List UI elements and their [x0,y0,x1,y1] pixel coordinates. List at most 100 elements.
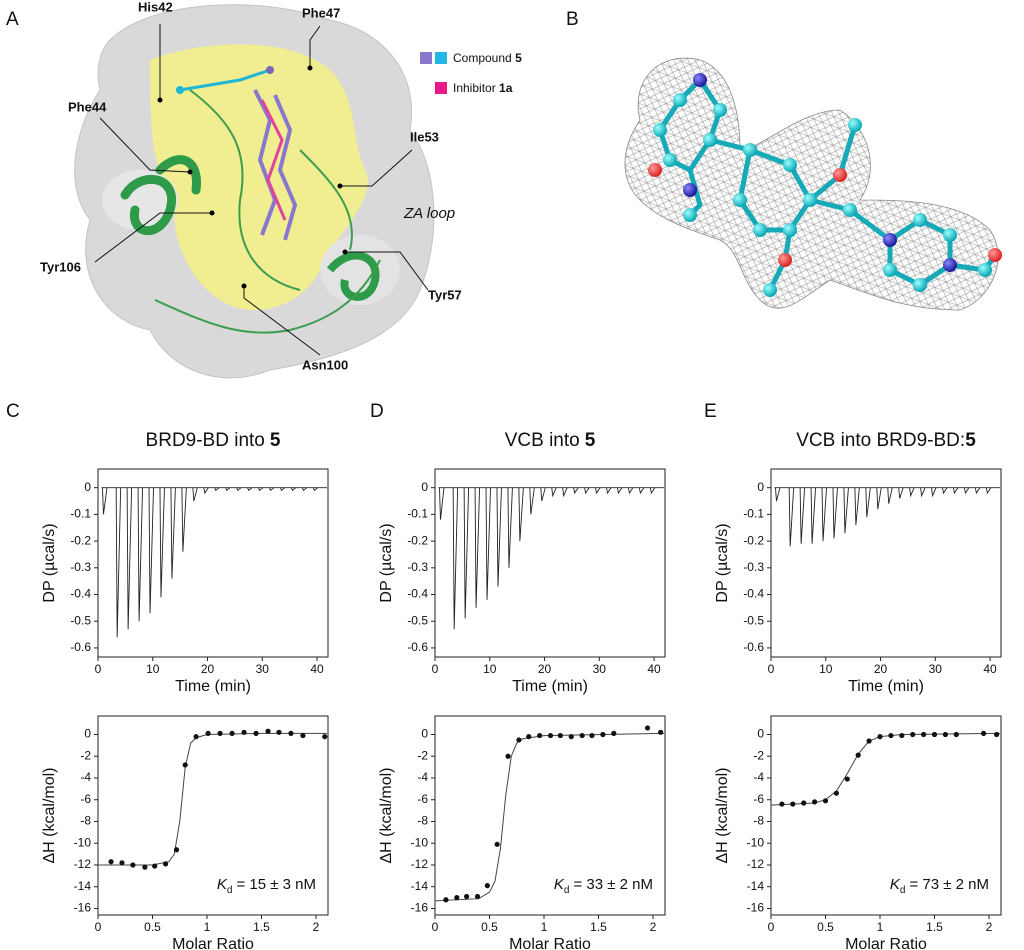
x-tick-label: 0.5 [144,920,161,934]
injection-peak [942,487,948,495]
y-tick-label: -0.5 [70,613,91,627]
legend-label: Inhibitor 1a [453,81,513,95]
y-tick-label: -6 [80,792,91,806]
title-bold: 5 [965,430,976,451]
injection-peak [562,487,568,498]
injection-peak [649,487,656,495]
plot-frame [770,468,1002,658]
injection-peak [931,487,937,498]
x-tick-label: 10 [146,662,160,676]
data-point [193,734,199,740]
data-point [253,730,259,736]
y-tick-label: -0.3 [743,560,764,574]
x-tick-label: 40 [983,662,997,676]
injection-peak [115,487,122,638]
injection-peak [584,487,590,495]
annotation: Kd = 33 ± 2 nM [554,876,653,896]
panel-label: E [704,401,717,422]
y-tick-label: -0.6 [70,640,91,654]
injection-peak [843,487,849,534]
data-point [980,730,987,736]
y-tick-label: -4 [753,770,764,784]
x-tick-label: 2 [650,920,657,934]
data-point [443,897,449,903]
x-tick-label: 20 [201,662,215,676]
data-point [505,753,511,759]
y-tick-label: 0 [421,480,428,494]
legend-swatch [420,52,432,64]
chart-title: VCB into BRD9-BD:5 [796,430,976,451]
y-tick-label: -16 [411,901,429,915]
chart-title: BRD9-BD into 5 [146,430,281,451]
injection-peak [854,487,860,526]
thermogram: 0 10 20 30 40 0 -0.1 -0.2 -0.3 -0.4 -0.5 -0.6 Time (… [41,430,329,695]
injection-peak [247,487,253,492]
panel-label: D [370,401,384,422]
plot-frame [434,715,666,916]
x-axis-label: Molar Ratio [845,936,927,950]
injection-peak [617,487,623,495]
y-axis-label: ΔH (kcal/mol) [378,767,395,863]
y-tick-label: 0 [757,727,764,741]
injection-peak [865,487,871,518]
injection-peak [821,487,827,542]
y-tick-label: -0.1 [70,507,91,521]
data-point [801,800,807,806]
data-point [454,895,460,901]
x-tick-label: 0 [768,920,775,934]
x-tick-label: 1.5 [926,920,943,934]
injection-peak [638,487,645,495]
data-point [833,790,840,796]
data-point [152,863,158,869]
data-point [288,730,294,736]
injection-peak [290,487,297,492]
y-tick-label: -6 [417,792,428,806]
y-tick-label: -14 [74,879,92,893]
y-tick-label: 0 [421,727,428,741]
residue-label: Phe47 [302,5,340,20]
y-tick-label: -10 [411,835,429,849]
injection-peak [627,487,634,495]
annotation: Kd = 15 ± 3 nM [217,876,316,896]
injection-peak [788,487,795,547]
isotherm: 0 0.5 1 1.5 2 0 -2 -4 -6 -8 -10 -12 -14 -16 Molar Rati… [714,715,1002,950]
y-tick-label: -0.6 [407,640,428,654]
x-tick-label: 1.5 [253,920,270,934]
y-tick-label: -10 [74,835,92,849]
data-point [910,731,916,738]
legend-label: Compound 5 [453,51,522,65]
x-axis-label: Time (min) [175,678,251,695]
y-tick-label: -0.4 [70,587,91,601]
y-tick-label: -2 [753,748,764,762]
residue-label: His42 [138,0,173,14]
injection-peak [898,487,904,499]
injection-peak [810,487,817,544]
y-tick-label: -2 [80,748,91,762]
legend-bold: 5 [515,51,522,65]
y-tick-label: -12 [74,857,92,871]
y-tick-label: -2 [417,748,428,762]
y-tick-label: -8 [753,814,764,828]
x-tick-label: 2 [313,920,320,934]
injection-peak [269,487,275,492]
protein-structure [74,4,435,379]
y-tick-label: -12 [747,857,765,871]
data-point [888,732,894,739]
data-point [589,732,595,739]
injection-peak [102,487,108,515]
y-tick-label: -0.5 [407,613,428,627]
panel-label: C [6,401,20,422]
x-tick-label: 0.5 [817,920,834,934]
data-point [779,801,785,807]
data-point [877,734,883,740]
annotation: Kd = 73 ± 2 nM [890,876,989,896]
injection-peak [170,487,176,579]
loop-label: ZA loop [403,205,455,222]
data-point [547,732,554,739]
data-point [130,862,136,868]
y-tick-label: -0.4 [743,587,764,601]
y-tick-label: -4 [417,770,428,784]
plot-frame [97,715,329,916]
data-point [568,734,574,740]
injection-peak [920,487,926,498]
